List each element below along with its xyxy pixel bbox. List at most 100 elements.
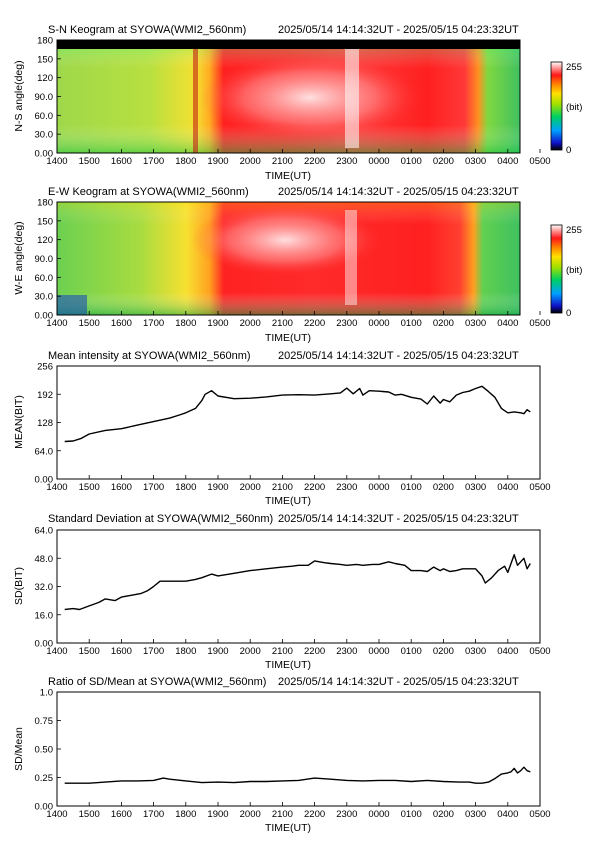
sn-x-tick-label: 1700	[143, 156, 164, 167]
ratio-x-tick-label: 1700	[143, 809, 164, 820]
sd-time-range: 2025/05/14 14:14:32UT - 2025/05/15 04:23…	[278, 513, 519, 525]
ew-x-tick-label: 1600	[111, 318, 132, 329]
ratio-title: Ratio of SD/Mean at SYOWA(WMI2_560nm)	[48, 676, 266, 688]
sn-x-tick-label: 2100	[272, 156, 293, 167]
sn-x-tick-label: 0100	[401, 156, 422, 167]
ew-keogram-time-range: 2025/05/14 14:14:32UT - 2025/05/15 04:23…	[278, 186, 519, 198]
ew-x-tick-label: 0200	[433, 318, 454, 329]
sn-x-tick-label: 2300	[336, 156, 357, 167]
ratio-x-tick-label: 2100	[272, 809, 293, 820]
ew-x-tick-label: 2300	[336, 318, 357, 329]
sd-y-tick-label: 0.00	[35, 639, 54, 650]
ew-y-tick-label: 150	[37, 216, 53, 227]
ew-x-tick-label: 2000	[240, 318, 261, 329]
mean-y-tick-label: 256	[37, 362, 53, 373]
sd-panel: Standard Deviation at SYOWA(WMI2_560nm) …	[13, 513, 551, 671]
sn-x-tick-label: 1800	[175, 156, 196, 167]
sn-keogram-missing-data-band	[57, 40, 520, 49]
sn-keogram-bright-core	[200, 55, 420, 140]
ratio-series-line	[64, 766, 531, 784]
ew-x-tick-label: 0400	[497, 318, 518, 329]
ew-y-tick-label: 120	[37, 235, 53, 246]
mean-x-tick-label: 1600	[111, 482, 132, 493]
sd-ylabel: SD(BIT)	[13, 567, 25, 605]
ew-y-tick-label: 60.0	[35, 273, 54, 284]
ew-x-tick-label: 1500	[79, 318, 100, 329]
ratio-x-tick-label: 0500	[529, 809, 550, 820]
ew-x-tick-label: 0500	[529, 318, 550, 329]
sd-x-tick-label: 2100	[272, 646, 293, 657]
ratio-x-tick-label: 2300	[336, 809, 357, 820]
ratio-y-tick-label: 1.0	[40, 688, 53, 699]
ratio-x-tick-label: 1800	[175, 809, 196, 820]
sn-y-tick-label: 90.0	[35, 92, 54, 103]
mean-series-line	[64, 385, 531, 443]
ew-colorbar-max: 255	[566, 225, 582, 236]
sd-xlabel: TIME(UT)	[265, 659, 311, 671]
ew-y-tick-label: 30.0	[35, 292, 54, 303]
ratio-panel: Ratio of SD/Mean at SYOWA(WMI2_560nm) 20…	[13, 676, 551, 834]
sn-colorbar-min: 0	[566, 145, 571, 156]
ratio-x-tick-label: 1600	[111, 809, 132, 820]
sn-keogram-title: S-N Keogram at SYOWA(WMI2_560nm)	[48, 24, 246, 36]
ratio-y-tick-label: 0.50	[35, 745, 54, 756]
ew-keogram-dark-corner	[57, 295, 87, 315]
sd-x-tick-label: 1400	[46, 646, 67, 657]
sn-x-tick-label: 2200	[304, 156, 325, 167]
mean-frame	[56, 365, 541, 480]
sd-y-tick-label: 32.0	[35, 582, 54, 593]
ew-x-tick-label: 2200	[304, 318, 325, 329]
sn-x-tick-label: 0500	[529, 156, 550, 167]
sn-x-tick-label: 0200	[433, 156, 454, 167]
sn-keogram-panel: S-N Keogram at SYOWA(WMI2_560nm) 2025/05…	[13, 24, 582, 182]
ew-keogram-bright-core	[190, 205, 380, 275]
ratio-y-tick-label: 0.75	[35, 716, 54, 727]
sn-keogram-ylabel: N-S angle(deg)	[13, 60, 25, 131]
mean-x-tick-label: 0000	[368, 482, 389, 493]
ew-colorbar	[550, 224, 563, 314]
ew-keogram-title: E-W Keogram at SYOWA(WMI2_560nm)	[48, 186, 249, 198]
ew-x-tick-label: 2100	[272, 318, 293, 329]
mean-y-tick-label: 0.00	[35, 475, 54, 486]
sd-x-tick-label: 0500	[529, 646, 550, 657]
ew-y-tick-label: 0.00	[35, 311, 54, 322]
ratio-y-tick-label: 0.00	[35, 802, 54, 813]
sn-keogram-bright-band	[345, 48, 359, 148]
sd-x-tick-label: 0200	[433, 646, 454, 657]
mean-x-tick-label: 1800	[175, 482, 196, 493]
ratio-x-tick-label: 0300	[465, 809, 486, 820]
mean-x-tick-label: 2100	[272, 482, 293, 493]
ratio-x-tick-label: 0200	[433, 809, 454, 820]
sn-x-tick-label: 1900	[207, 156, 228, 167]
sn-y-tick-label: 120	[37, 73, 53, 84]
ratio-xlabel: TIME(UT)	[265, 822, 311, 834]
sd-x-tick-label: 0300	[465, 646, 486, 657]
sd-x-tick-label: 1900	[207, 646, 228, 657]
ew-colorbar-min: 0	[566, 308, 571, 319]
ew-keogram-ylabel: W-E angle(deg)	[13, 221, 25, 294]
ratio-x-tick-label: 2000	[240, 809, 261, 820]
sn-x-tick-label: 1600	[111, 156, 132, 167]
sd-y-tick-label: 48.0	[35, 554, 54, 565]
ratio-x-tick-label: 1400	[46, 809, 67, 820]
mean-x-tick-label: 2000	[240, 482, 261, 493]
ew-x-tick-label: 1400	[46, 318, 67, 329]
ew-x-tick-label: 0300	[465, 318, 486, 329]
sn-x-tick-label: 0400	[497, 156, 518, 167]
sn-x-tick-label: 2000	[240, 156, 261, 167]
sd-x-tick-label: 1500	[79, 646, 100, 657]
sn-colorbar	[550, 61, 563, 151]
ew-keogram-panel: E-W Keogram at SYOWA(WMI2_560nm) 2025/05…	[13, 186, 582, 344]
sd-x-tick-label: 0100	[401, 646, 422, 657]
mean-x-tick-label: 0400	[497, 482, 518, 493]
mean-x-tick-label: 1400	[46, 482, 67, 493]
sn-y-tick-label: 180	[37, 36, 53, 47]
mean-x-tick-label: 1500	[79, 482, 100, 493]
sd-series-line	[64, 554, 531, 611]
mean-x-tick-label: 0200	[433, 482, 454, 493]
mean-y-tick-label: 64.0	[35, 446, 54, 457]
mean-title: Mean intensity at SYOWA(WMI2_560nm)	[48, 350, 251, 362]
sd-x-tick-label: 1700	[143, 646, 164, 657]
sd-title: Standard Deviation at SYOWA(WMI2_560nm)	[48, 513, 273, 525]
mean-x-tick-label: 1900	[207, 482, 228, 493]
